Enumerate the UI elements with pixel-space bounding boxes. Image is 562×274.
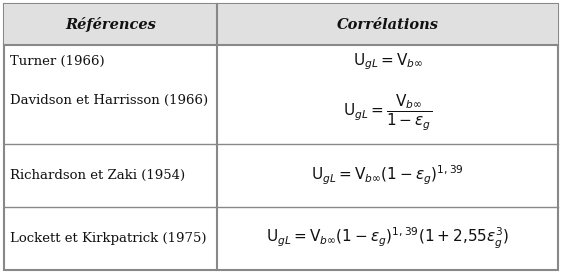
Text: Davidson et Harrisson (1966): Davidson et Harrisson (1966) (10, 94, 208, 107)
Text: Lockett et Kirkpatrick (1975): Lockett et Kirkpatrick (1975) (10, 232, 206, 245)
Text: Corrélations: Corrélations (337, 18, 439, 32)
Text: $\mathrm{U}_{gL} = \mathrm{V}_{b\infty}(1-\varepsilon_g)^{1,39}$: $\mathrm{U}_{gL} = \mathrm{V}_{b\infty}(… (311, 164, 464, 187)
Text: $\mathrm{U}_{gL} = \mathrm{V}_{b\infty}$: $\mathrm{U}_{gL} = \mathrm{V}_{b\infty}$ (352, 51, 423, 72)
Text: $\mathrm{U}_{gL} = \dfrac{\mathrm{V}_{b\infty}}{1-\varepsilon_g}$: $\mathrm{U}_{gL} = \dfrac{\mathrm{V}_{b\… (343, 93, 432, 133)
Text: Turner (1966): Turner (1966) (10, 55, 105, 68)
Bar (4, 4, 558, 45)
Text: Richardson et Zaki (1954): Richardson et Zaki (1954) (10, 169, 185, 182)
Text: $\mathrm{U}_{gL} = \mathrm{V}_{b\infty}(1-\varepsilon_g)^{1,39}(1+2{,}55\varepsi: $\mathrm{U}_{gL} = \mathrm{V}_{b\infty}(… (266, 226, 509, 251)
Text: Références: Références (65, 17, 156, 32)
